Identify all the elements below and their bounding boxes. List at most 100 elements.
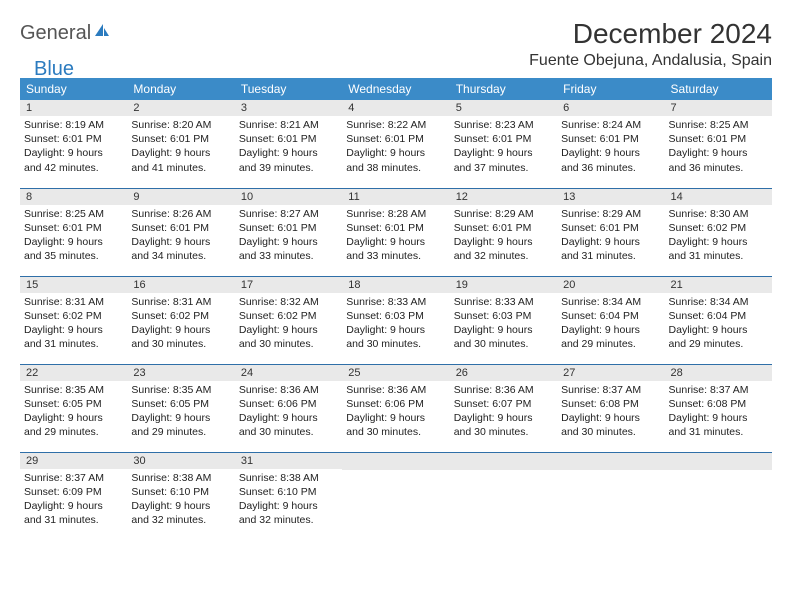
sunset-line: Sunset: 6:05 PM xyxy=(24,397,123,411)
day-number: 6 xyxy=(557,100,664,116)
calendar-row: 1Sunrise: 8:19 AMSunset: 6:01 PMDaylight… xyxy=(20,100,772,188)
sunset-line: Sunset: 6:01 PM xyxy=(24,132,123,146)
daylight-line: Daylight: 9 hours xyxy=(131,235,230,249)
daylight-line: and 33 minutes. xyxy=(346,249,445,263)
calendar-cell: 9Sunrise: 8:26 AMSunset: 6:01 PMDaylight… xyxy=(127,188,234,276)
day-header: Saturday xyxy=(665,78,772,100)
day-number: 9 xyxy=(127,189,234,205)
daylight-line: Daylight: 9 hours xyxy=(131,499,230,513)
sunset-line: Sunset: 6:02 PM xyxy=(239,309,338,323)
sunset-line: Sunset: 6:09 PM xyxy=(24,485,123,499)
day-number: 17 xyxy=(235,277,342,293)
calendar-cell xyxy=(557,452,664,540)
sunset-line: Sunset: 6:02 PM xyxy=(669,221,768,235)
sunset-line: Sunset: 6:02 PM xyxy=(24,309,123,323)
sunrise-line: Sunrise: 8:37 AM xyxy=(561,383,660,397)
calendar-cell: 28Sunrise: 8:37 AMSunset: 6:08 PMDayligh… xyxy=(665,364,772,452)
calendar-cell: 10Sunrise: 8:27 AMSunset: 6:01 PMDayligh… xyxy=(235,188,342,276)
daylight-line: Daylight: 9 hours xyxy=(454,323,553,337)
day-number: 25 xyxy=(342,365,449,381)
calendar-cell: 7Sunrise: 8:25 AMSunset: 6:01 PMDaylight… xyxy=(665,100,772,188)
sunset-line: Sunset: 6:06 PM xyxy=(346,397,445,411)
sunrise-line: Sunrise: 8:26 AM xyxy=(131,207,230,221)
calendar-cell: 27Sunrise: 8:37 AMSunset: 6:08 PMDayligh… xyxy=(557,364,664,452)
calendar-cell: 11Sunrise: 8:28 AMSunset: 6:01 PMDayligh… xyxy=(342,188,449,276)
calendar-cell: 13Sunrise: 8:29 AMSunset: 6:01 PMDayligh… xyxy=(557,188,664,276)
day-number: 8 xyxy=(20,189,127,205)
calendar-cell: 23Sunrise: 8:35 AMSunset: 6:05 PMDayligh… xyxy=(127,364,234,452)
daylight-line: and 42 minutes. xyxy=(24,161,123,175)
sunset-line: Sunset: 6:01 PM xyxy=(561,132,660,146)
daylight-line: Daylight: 9 hours xyxy=(561,411,660,425)
daylight-line: and 31 minutes. xyxy=(561,249,660,263)
daylight-line: Daylight: 9 hours xyxy=(346,235,445,249)
day-number: 20 xyxy=(557,277,664,293)
calendar-cell: 2Sunrise: 8:20 AMSunset: 6:01 PMDaylight… xyxy=(127,100,234,188)
sunrise-line: Sunrise: 8:29 AM xyxy=(454,207,553,221)
calendar-row: 15Sunrise: 8:31 AMSunset: 6:02 PMDayligh… xyxy=(20,276,772,364)
day-number: 22 xyxy=(20,365,127,381)
calendar-cell: 6Sunrise: 8:24 AMSunset: 6:01 PMDaylight… xyxy=(557,100,664,188)
day-header: Tuesday xyxy=(235,78,342,100)
daylight-line: and 30 minutes. xyxy=(454,337,553,351)
calendar-cell: 4Sunrise: 8:22 AMSunset: 6:01 PMDaylight… xyxy=(342,100,449,188)
sunrise-line: Sunrise: 8:36 AM xyxy=(239,383,338,397)
daylight-line: Daylight: 9 hours xyxy=(346,323,445,337)
daylight-line: and 31 minutes. xyxy=(669,249,768,263)
daylight-line: Daylight: 9 hours xyxy=(131,146,230,160)
day-number: 4 xyxy=(342,100,449,116)
calendar-cell: 19Sunrise: 8:33 AMSunset: 6:03 PMDayligh… xyxy=(450,276,557,364)
calendar-cell: 5Sunrise: 8:23 AMSunset: 6:01 PMDaylight… xyxy=(450,100,557,188)
calendar-cell: 14Sunrise: 8:30 AMSunset: 6:02 PMDayligh… xyxy=(665,188,772,276)
daylight-line: and 41 minutes. xyxy=(131,161,230,175)
logo-word1: General xyxy=(20,22,91,45)
day-header: Thursday xyxy=(450,78,557,100)
sunset-line: Sunset: 6:01 PM xyxy=(454,132,553,146)
sunset-line: Sunset: 6:02 PM xyxy=(131,309,230,323)
daylight-line: and 30 minutes. xyxy=(346,425,445,439)
calendar-row: 22Sunrise: 8:35 AMSunset: 6:05 PMDayligh… xyxy=(20,364,772,452)
daylight-line: Daylight: 9 hours xyxy=(454,146,553,160)
sunset-line: Sunset: 6:08 PM xyxy=(669,397,768,411)
sunrise-line: Sunrise: 8:25 AM xyxy=(669,118,768,132)
daylight-line: Daylight: 9 hours xyxy=(346,146,445,160)
daylight-line: Daylight: 9 hours xyxy=(669,235,768,249)
sunset-line: Sunset: 6:06 PM xyxy=(239,397,338,411)
daylight-line: Daylight: 9 hours xyxy=(239,323,338,337)
daylight-line: Daylight: 9 hours xyxy=(239,146,338,160)
day-number: 1 xyxy=(20,100,127,116)
daylight-line: Daylight: 9 hours xyxy=(346,411,445,425)
calendar-cell: 8Sunrise: 8:25 AMSunset: 6:01 PMDaylight… xyxy=(20,188,127,276)
daylight-line: Daylight: 9 hours xyxy=(24,411,123,425)
daylight-line: and 31 minutes. xyxy=(24,513,123,527)
day-number: 5 xyxy=(450,100,557,116)
sunset-line: Sunset: 6:04 PM xyxy=(561,309,660,323)
sunrise-line: Sunrise: 8:38 AM xyxy=(131,471,230,485)
calendar-cell: 21Sunrise: 8:34 AMSunset: 6:04 PMDayligh… xyxy=(665,276,772,364)
sunset-line: Sunset: 6:03 PM xyxy=(346,309,445,323)
sunrise-line: Sunrise: 8:36 AM xyxy=(454,383,553,397)
sunset-line: Sunset: 6:01 PM xyxy=(239,221,338,235)
calendar-cell: 12Sunrise: 8:29 AMSunset: 6:01 PMDayligh… xyxy=(450,188,557,276)
day-number: 28 xyxy=(665,365,772,381)
sunrise-line: Sunrise: 8:31 AM xyxy=(24,295,123,309)
day-number: 12 xyxy=(450,189,557,205)
sunset-line: Sunset: 6:08 PM xyxy=(561,397,660,411)
daylight-line: and 31 minutes. xyxy=(24,337,123,351)
sunrise-line: Sunrise: 8:38 AM xyxy=(239,471,338,485)
sunrise-line: Sunrise: 8:31 AM xyxy=(131,295,230,309)
sunset-line: Sunset: 6:01 PM xyxy=(239,132,338,146)
daylight-line: Daylight: 9 hours xyxy=(669,323,768,337)
calendar-row: 29Sunrise: 8:37 AMSunset: 6:09 PMDayligh… xyxy=(20,452,772,540)
sunrise-line: Sunrise: 8:37 AM xyxy=(669,383,768,397)
sunset-line: Sunset: 6:03 PM xyxy=(454,309,553,323)
daylight-line: Daylight: 9 hours xyxy=(669,146,768,160)
daylight-line: Daylight: 9 hours xyxy=(561,323,660,337)
sunrise-line: Sunrise: 8:35 AM xyxy=(24,383,123,397)
daylight-line: Daylight: 9 hours xyxy=(561,235,660,249)
calendar-cell xyxy=(342,452,449,540)
logo-word2: Blue xyxy=(34,58,74,81)
day-number: 11 xyxy=(342,189,449,205)
daylight-line: and 30 minutes. xyxy=(561,425,660,439)
daylight-line: and 36 minutes. xyxy=(561,161,660,175)
